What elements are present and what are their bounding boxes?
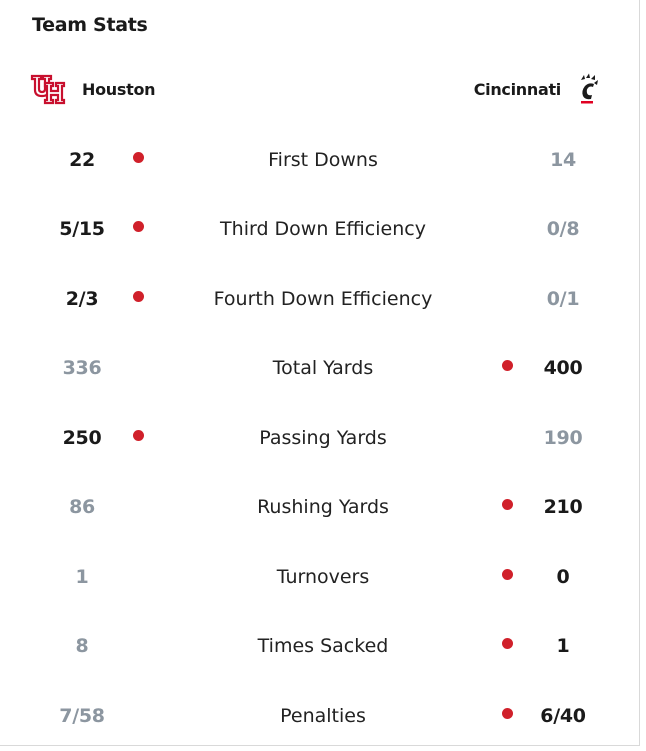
stat-label: Fourth Down Efficiency [213, 287, 433, 310]
stat-label: Turnovers [276, 565, 370, 588]
stat-row: 86 Rushing Yards 210 [0, 473, 640, 543]
away-stat-value: 0/8 [546, 218, 580, 241]
home-leader-dot [133, 221, 144, 233]
away-stat-value: 6/40 [540, 704, 586, 727]
away-stat-value: 400 [543, 357, 583, 380]
stat-label: Third Down Efficiency [220, 218, 426, 241]
uh-logo-icon [30, 74, 66, 105]
away-team-name: Cincinnati [473, 79, 562, 99]
away-leader-dot [502, 707, 513, 719]
stat-row: 5/15 Third Down Efficiency 0/8 [0, 195, 640, 265]
stat-row: 7/58 Penalties 6/40 [0, 681, 640, 751]
home-stat-value: 1 [75, 565, 89, 588]
home-stat-value: 86 [69, 496, 95, 519]
home-leader-dot [133, 290, 144, 302]
stat-row: 1 Turnovers 0 [0, 542, 640, 612]
stat-label: Passing Yards [259, 426, 387, 449]
away-stat-value: 210 [543, 496, 583, 519]
home-stat-value: 7/58 [59, 704, 105, 727]
stat-row: 336 Total Yards 400 [0, 334, 640, 404]
bearcats-paw-logo-icon [581, 73, 598, 104]
stat-row: 8 Times Sacked 1 [0, 612, 640, 682]
away-team-header[interactable]: Cincinnati [474, 70, 599, 108]
stat-label: First Downs [268, 148, 378, 171]
home-stat-value: 5/15 [59, 218, 105, 241]
section-title: Team Stats [32, 14, 148, 36]
home-stat-value: 8 [75, 635, 89, 658]
stat-row: 2/3 Fourth Down Efficiency 0/1 [0, 264, 640, 334]
home-stat-value: 2/3 [65, 287, 99, 310]
home-leader-dot [133, 151, 144, 163]
away-stat-value: 1 [556, 635, 570, 658]
away-stat-value: 0 [556, 565, 570, 588]
away-leader-dot [502, 568, 513, 580]
away-leader-dot [502, 499, 513, 511]
stat-label: Penalties [280, 704, 366, 727]
stat-label: Rushing Yards [257, 496, 389, 519]
stat-label: Total Yards [272, 357, 374, 380]
away-stat-value: 14 [550, 148, 576, 171]
home-stat-value: 250 [62, 426, 102, 449]
home-stat-value: 336 [62, 357, 102, 380]
away-stat-value: 0/1 [546, 287, 580, 310]
away-leader-dot [502, 638, 513, 650]
home-stat-value: 22 [69, 148, 95, 171]
stats-table: 22 First Downs 14 5/15 Third Down Effici… [0, 125, 640, 751]
away-stat-value: 190 [543, 426, 583, 449]
stat-label: Times Sacked [257, 635, 389, 658]
home-leader-dot [133, 429, 144, 441]
home-team-header[interactable]: Houston [30, 70, 156, 108]
stat-row: 22 First Downs 14 [0, 125, 640, 195]
away-leader-dot [502, 360, 513, 372]
stat-row: 250 Passing Yards 190 [0, 403, 640, 473]
home-team-name: Houston [82, 79, 156, 99]
